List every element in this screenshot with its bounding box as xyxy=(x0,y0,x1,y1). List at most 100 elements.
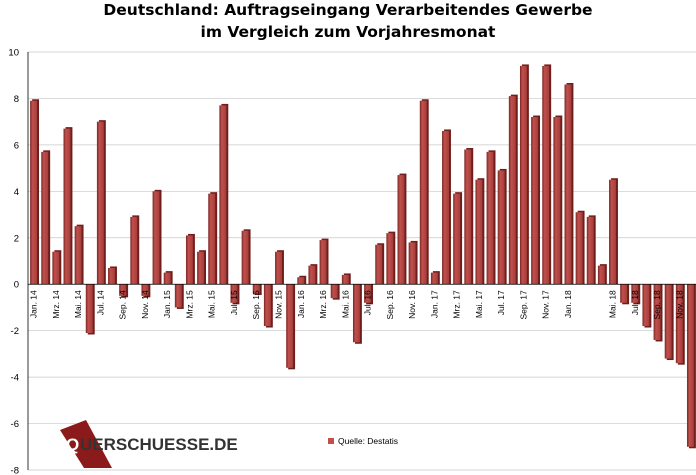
bars xyxy=(30,64,696,449)
bar xyxy=(542,65,550,285)
bar xyxy=(96,121,104,285)
x-tick-label: Jul. 14 xyxy=(95,290,105,315)
bar xyxy=(119,284,127,296)
bar xyxy=(263,284,271,327)
bar xyxy=(230,284,238,303)
x-axis-ticks: Jan. 14 Mrz. 14 Mai. 14 Jul. 14 Sep. 14 Nov. … xyxy=(29,290,685,320)
bar xyxy=(475,179,483,285)
bar xyxy=(564,84,572,285)
y-tick-label: 0 xyxy=(14,280,19,291)
bar xyxy=(430,272,438,285)
bar xyxy=(453,193,461,285)
bar xyxy=(330,284,338,299)
x-tick-label: Jan. 16 xyxy=(296,290,306,318)
bar xyxy=(397,175,405,285)
bar xyxy=(352,284,360,343)
x-tick-label: Nov. 14 xyxy=(140,290,150,319)
bar xyxy=(163,272,171,285)
bar xyxy=(252,284,260,294)
bar xyxy=(553,117,561,285)
bar xyxy=(219,105,227,285)
x-tick-label: Mrz. 16 xyxy=(318,290,328,319)
bar xyxy=(631,284,639,303)
bar xyxy=(197,251,205,285)
x-tick-label: Nov. 15 xyxy=(274,290,284,319)
bar xyxy=(41,151,49,285)
y-tick-label: 4 xyxy=(14,187,19,198)
x-tick-label: Jul. 17 xyxy=(496,290,506,315)
x-tick-label: Jul. 15 xyxy=(229,290,239,315)
bar xyxy=(586,216,594,285)
bar xyxy=(653,284,661,340)
x-tick-label: Mai. 18 xyxy=(608,290,618,318)
bar xyxy=(141,284,149,296)
bar xyxy=(386,233,394,285)
bar xyxy=(597,265,605,285)
bar xyxy=(74,226,82,285)
bar xyxy=(108,267,115,285)
bar xyxy=(620,284,628,303)
bar xyxy=(408,242,416,285)
x-tick-label: Mai. 16 xyxy=(340,290,350,318)
y-axis-ticks: -8 -6 -4 -2 0 2 4 6 8 10 xyxy=(8,48,19,475)
x-tick-label: Jul. 16 xyxy=(363,290,373,315)
bar xyxy=(174,284,182,308)
logo-text: UERSCHUESSE.DE xyxy=(80,435,238,454)
bar xyxy=(63,128,71,285)
bar xyxy=(464,149,472,285)
bar xyxy=(185,235,193,285)
x-tick-label: Mrz. 15 xyxy=(184,290,194,319)
chart-title-line-2: im Vergleich zum Vorjahresmonat xyxy=(201,23,497,41)
bar xyxy=(609,179,616,285)
brand-logo: Q UERSCHUESSE.DE xyxy=(60,420,238,468)
bar xyxy=(531,117,539,285)
y-tick-label: -4 xyxy=(11,373,19,384)
bar xyxy=(442,130,449,285)
logo-badge xyxy=(60,420,112,468)
y-tick-label: -8 xyxy=(11,466,19,475)
bar xyxy=(319,240,327,285)
x-tick-label: Jan. 14 xyxy=(29,290,39,318)
y-tick-label: 6 xyxy=(14,140,19,151)
x-tick-label: Nov. 18 xyxy=(674,290,684,319)
x-tick-label: Mai. 17 xyxy=(474,290,484,318)
bar xyxy=(297,277,305,285)
bar xyxy=(486,151,494,285)
bar xyxy=(308,265,316,285)
bar xyxy=(664,284,672,359)
legend-swatch xyxy=(328,438,334,444)
y-tick-label: -2 xyxy=(11,326,19,337)
bar xyxy=(675,284,683,364)
y-tick-label: 10 xyxy=(8,48,19,59)
bar xyxy=(575,212,583,285)
bar xyxy=(241,230,249,285)
bar xyxy=(341,274,349,285)
x-tick-label: Jan. 18 xyxy=(563,290,573,318)
x-tick-label: Sep. 18 xyxy=(652,290,662,320)
bar xyxy=(286,284,294,368)
bar xyxy=(52,251,60,285)
bar xyxy=(419,100,427,285)
legend-label: Quelle: Destatis xyxy=(338,436,398,446)
x-tick-label: Nov. 16 xyxy=(407,290,417,319)
bar xyxy=(497,170,505,285)
x-tick-label: Mrz. 17 xyxy=(452,290,462,319)
bar xyxy=(152,191,160,285)
x-tick-label: Mai. 15 xyxy=(207,290,217,318)
y-tick-label: -6 xyxy=(11,419,19,430)
x-tick-label: Jan. 17 xyxy=(429,290,439,318)
bar xyxy=(519,65,527,285)
bar xyxy=(275,251,282,285)
x-tick-label: Jan. 15 xyxy=(162,290,172,318)
bar xyxy=(85,284,93,333)
bar xyxy=(508,96,516,285)
x-tick-label: Sep. 17 xyxy=(518,290,528,320)
bar xyxy=(130,216,138,285)
logo-letter-q: Q xyxy=(66,435,79,454)
x-tick-label: Jul. 18 xyxy=(630,290,640,315)
x-tick-label: Nov. 17 xyxy=(541,290,551,319)
chart-title-line-1: Deutschland: Auftragseingang Verarbeiten… xyxy=(103,1,592,19)
bar xyxy=(364,284,372,303)
y-tick-label: 2 xyxy=(14,233,19,244)
